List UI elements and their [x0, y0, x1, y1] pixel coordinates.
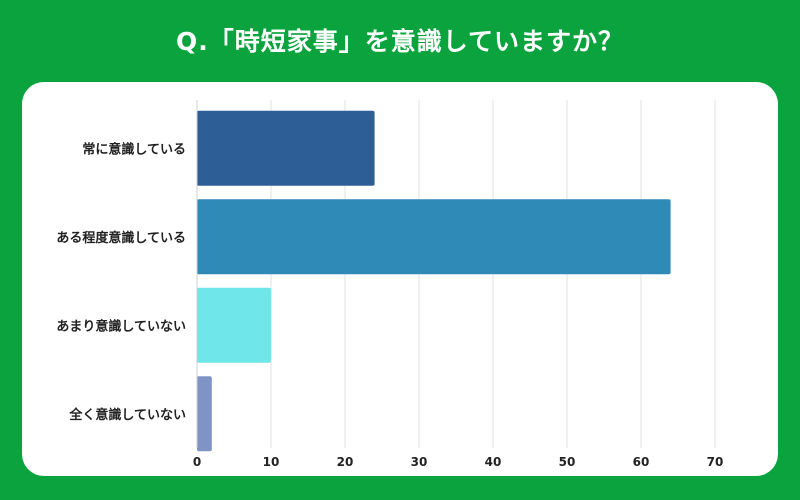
- category-label: ある程度意識している: [56, 230, 186, 246]
- x-tick-label: 10: [263, 455, 280, 469]
- bar: [197, 376, 212, 452]
- chart-card: [22, 82, 778, 476]
- x-tick-label: 20: [337, 455, 354, 469]
- bar: [197, 110, 375, 186]
- bar: [197, 287, 271, 363]
- category-label: 全く意識していない: [68, 407, 186, 423]
- chart-title: Q.「時短家事」を意識していますか？: [175, 27, 624, 56]
- x-tick-label: 40: [485, 455, 502, 469]
- bar: [197, 199, 671, 275]
- category-label: 常に意識している: [82, 141, 186, 157]
- x-tick-label: 0: [193, 455, 201, 469]
- x-tick-label: 60: [633, 455, 650, 469]
- category-label: あまり意識していない: [56, 318, 186, 334]
- x-tick-label: 70: [707, 455, 724, 469]
- x-tick-label: 30: [411, 455, 428, 469]
- x-tick-label: 50: [559, 455, 576, 469]
